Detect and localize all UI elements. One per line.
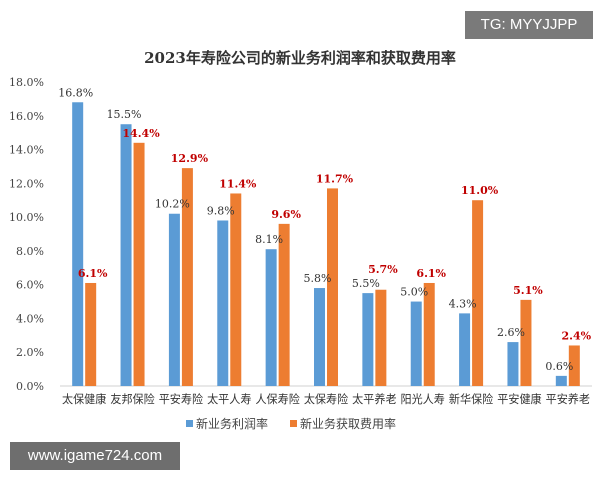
legend-label: 新业务利润率 [196,416,268,431]
bar-profit-margin [362,293,374,386]
bar-acquisition-cost [472,200,484,386]
data-label: 15.5% [107,108,142,121]
y-tick-label: 18.0% [9,76,44,89]
data-label: 11.0% [461,184,499,197]
bar-acquisition-cost [520,299,532,386]
y-tick-label: 6.0% [16,279,44,292]
y-tick-label: 2.0% [16,346,44,359]
bar-profit-margin [168,213,180,386]
x-tick-label: 太平人寿 [207,392,251,406]
y-tick-label: 12.0% [9,177,44,190]
x-tick-label: 太保健康 [62,392,107,406]
x-tick-label: 友邦保险 [110,392,155,406]
y-tick-label: 10.0% [9,211,44,224]
bar-profit-margin [265,249,277,386]
data-label: 5.8% [304,272,332,285]
y-tick-label: 8.0% [16,245,44,258]
data-label: 6.1% [78,267,108,280]
data-label: 2.4% [562,329,592,342]
tg-watermark-badge: TG: MYYJJPP [465,11,593,39]
bar-acquisition-cost [327,188,338,386]
bar-profit-margin [410,301,422,386]
data-label: 9.8% [207,204,235,217]
data-label: 11.4% [219,177,257,190]
bar-profit-margin [217,220,229,386]
bar-profit-margin [120,124,132,386]
site-url-badge: www.igame724.com [10,442,180,470]
x-tick-label: 平安寿险 [159,392,204,406]
y-tick-label: 4.0% [16,312,44,325]
bar-profit-margin [314,288,325,386]
bar-acquisition-cost [230,193,242,386]
bar-acquisition-cost [85,282,97,386]
data-label: 5.1% [513,284,543,297]
data-label: 16.8% [58,86,93,99]
data-label: 0.6% [545,360,573,373]
x-tick-label: 平安养老 [546,392,590,406]
x-tick-label: 平安健康 [497,392,542,406]
data-label: 5.5% [352,277,380,290]
data-label: 6.1% [416,267,446,280]
data-label: 2.6% [497,326,525,339]
chart-title: 2023年寿险公司的新业务利润率和获取费用率 [144,49,456,67]
data-label: 4.3% [449,297,477,310]
x-tick-label: 阳光人寿 [401,392,445,406]
data-label: 14.4% [122,127,160,140]
y-tick-label: 14.0% [9,144,44,157]
bar-profit-margin [507,342,519,386]
data-label: 11.7% [316,172,354,185]
bar-acquisition-cost [133,142,145,386]
legend-swatch [290,420,297,427]
legend-label: 新业务获取费用率 [300,416,396,431]
y-tick-label: 0.0% [16,380,44,393]
bar-acquisition-cost [181,168,193,386]
legend-swatch [186,420,193,427]
x-tick-label: 新华保险 [449,392,494,406]
data-label: 5.7% [368,263,398,276]
x-tick-label: 太平养老 [352,392,396,406]
bar-acquisition-cost [278,223,290,386]
bar-acquisition-cost [568,345,580,386]
data-label: 5.0% [400,286,428,299]
y-tick-label: 16.0% [9,110,44,123]
bar-profit-margin [555,375,567,386]
bar-profit-margin [459,313,471,386]
x-tick-label: 人保寿险 [255,392,300,406]
bar-acquisition-cost [423,282,435,386]
bar-profit-margin [72,102,84,387]
data-label: 9.6% [271,208,301,221]
data-label: 12.9% [171,152,209,165]
x-tick-label: 太保寿险 [304,392,349,406]
data-label: 10.2% [155,198,190,211]
data-label: 8.1% [255,233,283,246]
bar-acquisition-cost [375,289,387,386]
